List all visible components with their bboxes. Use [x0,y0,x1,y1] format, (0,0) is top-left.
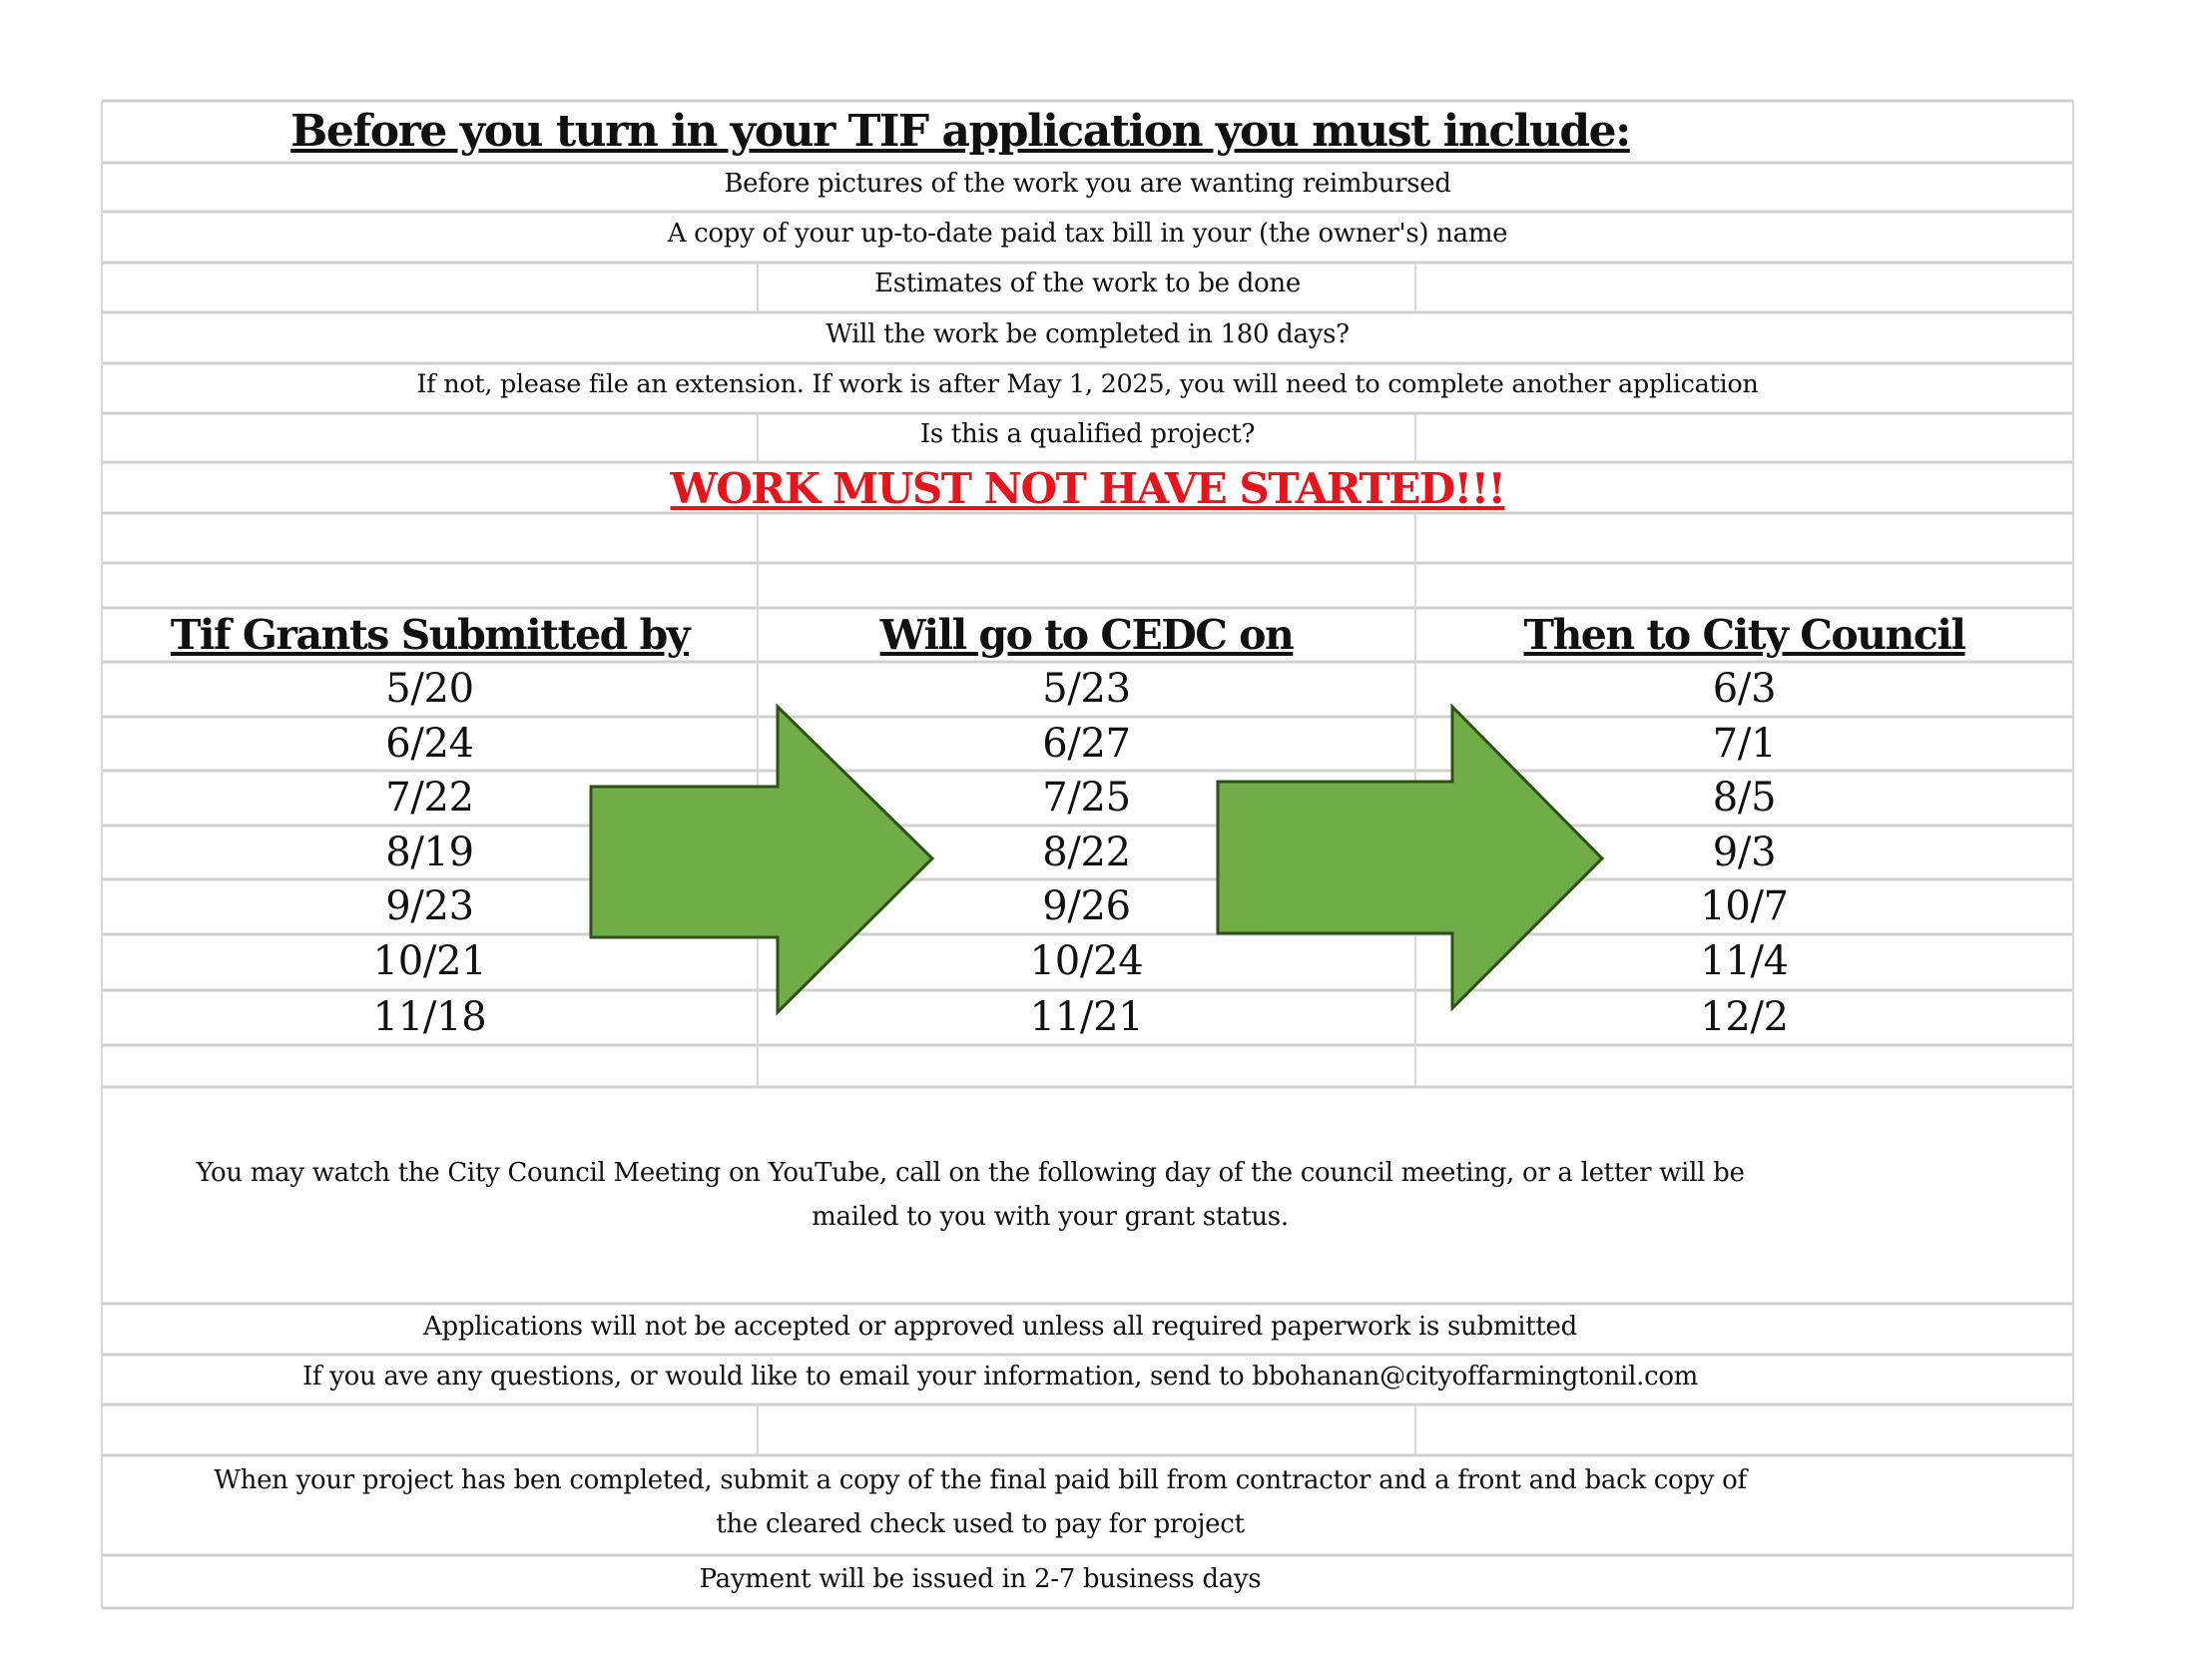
column-header-cedc: Will go to CEDC on [879,611,1295,659]
requirement: A copy of your up-to-date paid tax bill … [667,219,1508,249]
requirement: Will the work be completed in 180 days? [825,319,1350,349]
date-council: 8/5 [1712,775,1777,821]
page-title: Before you turn in your TIF application … [290,106,1631,157]
date-submitted: 9/23 [385,883,474,929]
date-submitted: 6/24 [385,721,474,767]
date-cedc: 7/25 [1042,775,1131,821]
arrow-icon [589,703,935,1016]
date-council: 9/3 [1712,830,1777,875]
date-council: 6/3 [1712,666,1777,712]
email-note: If you ave any questions, or would like … [301,1362,1699,1392]
date-cedc: 5/23 [1042,666,1131,712]
date-submitted: 5/20 [385,666,474,712]
requirement: Before pictures of the work you are want… [724,169,1451,199]
requirement: Is this a qualified project? [919,419,1256,449]
date-council: 10/7 [1700,883,1789,929]
requirement: Estimates of the work to be done [874,269,1301,298]
date-cedc: 9/26 [1042,883,1131,929]
completion-note-cont: the cleared check used to pay for projec… [716,1509,1245,1539]
date-cedc: 8/22 [1042,830,1131,875]
date-cedc: 11/21 [1029,994,1144,1040]
column-header-submitted: Tif Grants Submitted by [170,611,691,659]
youtube-note: You may watch the City Council Meeting o… [196,1158,1745,1188]
date-cedc: 10/24 [1029,938,1144,984]
arrow-icon [1216,703,1605,1012]
paperwork-note: Applications will not be accepted or app… [423,1312,1577,1342]
date-submitted: 10/21 [372,938,487,984]
date-submitted: 7/22 [385,775,474,821]
date-submitted: 8/19 [385,830,474,875]
youtube-note-cont: mailed to you with your grant status. [812,1202,1289,1232]
date-submitted: 11/18 [372,994,487,1040]
date-council: 7/1 [1712,721,1777,767]
warning-text: WORK MUST NOT HAVE STARTED!!! [670,464,1506,513]
column-header-council: Then to City Council [1523,611,1966,659]
date-council: 11/4 [1700,938,1789,984]
payment-note: Payment will be issued in 2-7 business d… [699,1564,1262,1594]
requirement: If not, please file an extension. If wor… [416,369,1759,399]
date-cedc: 6/27 [1042,721,1131,767]
date-council: 12/2 [1700,994,1789,1040]
completion-note: When your project has ben completed, sub… [214,1465,1747,1495]
